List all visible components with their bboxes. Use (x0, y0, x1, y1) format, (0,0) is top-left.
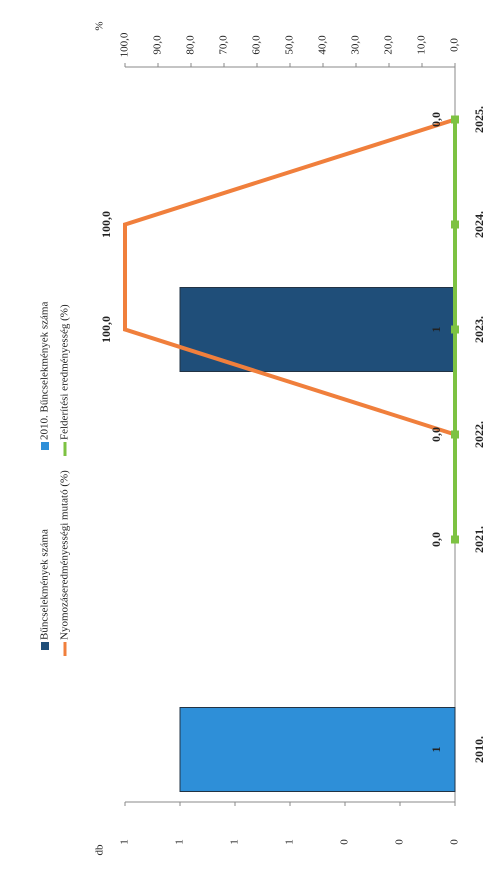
y2-tick-label: 100,0 (119, 32, 131, 57)
y2-tick-label: 20,0 (383, 35, 395, 55)
y2-tick-label: 10,0 (416, 35, 428, 55)
x-tick-label: 2010. (472, 736, 486, 763)
line-marker (451, 325, 459, 334)
y-tick-label: 0 (449, 839, 461, 845)
legend-label: Felderítési eredményesség (%) (59, 304, 71, 440)
legend-swatch (41, 642, 49, 650)
line-value-label: 0,0 (429, 112, 443, 127)
legend-label: Nyomozáseredményességi mutató (%) (59, 470, 71, 640)
x-tick-label: 2023. (472, 316, 486, 343)
line-marker (451, 430, 459, 439)
y2-tick-label: 30,0 (350, 35, 362, 55)
y-tick-label: 1 (174, 839, 186, 845)
y2-tick-label: 60,0 (251, 35, 263, 55)
line-marker (451, 220, 459, 229)
line-value-label: 100,0 (99, 316, 113, 343)
x-tick-label: 2024. (472, 211, 486, 238)
legend-label: Bűncselekmények száma (39, 529, 51, 640)
y2-tick-label: 50,0 (284, 35, 296, 55)
line-value-label: 0,0 (429, 427, 443, 442)
line-value-label: 100,0 (99, 211, 113, 238)
bar (179, 707, 456, 792)
y2-tick-label: 80,0 (185, 35, 197, 55)
y-axis-title: db (94, 844, 106, 856)
bar-value-label: 1 (429, 747, 443, 753)
x-tick-label: 2025. (472, 106, 486, 133)
y-tick-label: 0 (394, 839, 406, 845)
x-tick-label: 2021. (472, 526, 486, 553)
line-value-label: 0,0 (429, 532, 443, 547)
y2-axis-title: % (94, 21, 106, 30)
line-marker (451, 535, 459, 544)
y2-tick-label: 90,0 (152, 35, 164, 55)
line (123, 117, 456, 437)
y-tick-label: 1 (119, 839, 131, 845)
y-tick-label: 0 (339, 839, 351, 845)
legend-label: 2010. Bűncselekmények száma (39, 302, 51, 440)
y-tick-label: 1 (284, 839, 296, 845)
x-tick-label: 2022. (472, 421, 486, 448)
y2-tick-label: 0,0 (449, 38, 461, 52)
legend-swatch (41, 442, 49, 450)
chart-body: db % 00011110,010,020,030,040,050,060,07… (39, 21, 486, 855)
y2-tick-label: 40,0 (317, 35, 329, 55)
y2-tick-label: 70,0 (218, 35, 230, 55)
y-tick-label: 1 (229, 839, 241, 845)
line-marker (451, 115, 459, 124)
bar-value-label: 1 (429, 327, 443, 333)
